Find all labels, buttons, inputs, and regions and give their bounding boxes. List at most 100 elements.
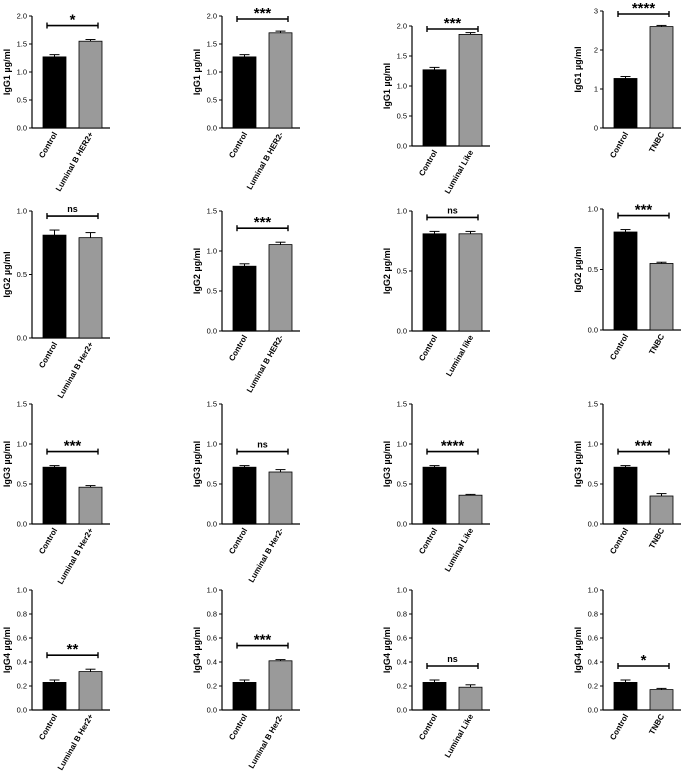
significance-label: *** — [254, 632, 272, 649]
y-tick-label: 0.8 — [17, 610, 27, 619]
category-label: Luminal Like — [443, 526, 476, 573]
bar-case — [458, 34, 483, 147]
bar-control — [42, 466, 67, 525]
y-tick-label: 0.6 — [207, 634, 217, 643]
bar-case — [458, 686, 483, 711]
y-tick-label: 0.5 — [397, 112, 407, 121]
significance-label: *** — [444, 15, 462, 32]
category-label: Control — [608, 131, 630, 160]
y-tick-label: 1.0 — [207, 247, 217, 256]
category-label: Luminal Like — [443, 148, 476, 195]
bar-control — [613, 466, 638, 525]
y-tick-label: 0.0 — [397, 520, 407, 529]
y-tick-label: 1.0 — [397, 586, 407, 595]
category-label: Luminal like — [444, 333, 475, 378]
category-label: TNBC — [647, 130, 666, 154]
y-tick-label: 0.6 — [588, 634, 598, 643]
y-tick-label: 0.4 — [588, 658, 598, 667]
chart-panel: 0 1 2 3 IgG1 µg/ml Control TNBC **** — [573, 0, 681, 160]
chart-panel: 0.0 0.5 1.0 1.5 IgG3 µg/ml Control TNBC *** — [573, 400, 681, 556]
y-tick-label: 2.0 — [17, 12, 27, 21]
y-tick-label: 0.0 — [588, 706, 598, 715]
bar-control — [42, 234, 67, 339]
y-axis-label: IgG3 µg/ml — [2, 441, 12, 487]
y-tick-label: 0.2 — [588, 682, 598, 691]
chart-panel: 0.0 0.5 1.0 IgG2 µg/ml Control Luminal like ns — [382, 205, 490, 378]
y-tick-label: 1.0 — [207, 586, 217, 595]
y-tick-label: 0.0 — [17, 334, 27, 343]
bar-case — [458, 233, 483, 332]
bar-case — [78, 671, 103, 711]
bar-case — [458, 494, 483, 525]
y-tick-label: 0.5 — [588, 265, 598, 274]
chart-panel: 0.0 0.5 1.0 1.5 IgG3 µg/ml Control Luminal Lik… — [382, 400, 490, 573]
y-tick-label: 1.0 — [207, 440, 217, 449]
bar-control — [42, 56, 67, 129]
y-axis-label: IgG3 µg/ml — [573, 441, 583, 487]
y-tick-label: 1.0 — [17, 207, 27, 216]
y-tick-label: 0.8 — [207, 610, 217, 619]
bar-control — [232, 682, 257, 711]
y-tick-label: 1.0 — [17, 440, 27, 449]
bar-control — [42, 682, 67, 711]
y-tick-label: 0.5 — [207, 287, 217, 296]
y-axis-label: IgG1 µg/ml — [2, 49, 12, 95]
significance-label: *** — [254, 214, 272, 231]
y-tick-label: 0.2 — [17, 682, 27, 691]
bar-case — [268, 32, 293, 129]
y-tick-label: 0.6 — [17, 634, 27, 643]
y-tick-label: 1.0 — [207, 68, 217, 77]
y-tick-label: 0.5 — [17, 480, 27, 489]
bar-control — [613, 231, 638, 331]
category-label: Control — [37, 527, 59, 556]
significance-label: *** — [635, 202, 653, 219]
bar-control — [422, 682, 447, 711]
y-tick-label: 1.0 — [588, 205, 598, 214]
significance-label: **** — [632, 0, 656, 17]
y-tick-label: 0.5 — [588, 480, 598, 489]
bar-control — [422, 466, 447, 525]
y-tick-label: 0.8 — [397, 610, 407, 619]
y-tick-label: 1.0 — [17, 586, 27, 595]
y-tick-label: 0.0 — [17, 520, 27, 529]
y-tick-label: 1.0 — [397, 440, 407, 449]
y-tick-label: 0.5 — [207, 96, 217, 105]
chart-panel: 0.0 0.2 0.4 0.6 0.8 1.0 IgG4 µg/ml Control TNBC * — [573, 586, 681, 742]
y-tick-label: 2.0 — [397, 22, 407, 31]
bar-control — [422, 69, 447, 147]
y-tick-label: 1.5 — [588, 400, 598, 409]
category-label: Luminal B Her2+ — [56, 526, 96, 586]
bar-control — [232, 265, 257, 332]
y-tick-label: 1.5 — [397, 400, 407, 409]
y-tick-label: 0.0 — [207, 327, 217, 336]
chart-panel: 0.0 0.5 1.0 1.5 2.0 IgG1 µg/ml ControlLuminal … — [192, 5, 300, 191]
y-tick-label: 0.6 — [397, 634, 407, 643]
bar-case — [649, 689, 674, 711]
y-tick-label: 0.5 — [17, 96, 27, 105]
significance-label: ns — [447, 654, 458, 664]
significance-label: **** — [441, 438, 465, 455]
category-label: Control — [37, 713, 59, 742]
category-label: Luminal B Her2+ — [56, 712, 96, 772]
y-tick-label: 1 — [594, 85, 598, 94]
category-label: Luminal B Her2- — [247, 712, 286, 770]
y-tick-label: 1.5 — [17, 400, 27, 409]
bar-case — [268, 244, 293, 332]
category-label: Control — [227, 527, 249, 556]
y-tick-label: 0.2 — [207, 682, 217, 691]
category-label: TNBC — [647, 712, 666, 736]
y-tick-label: 0.0 — [588, 326, 598, 335]
y-axis-label: IgG2 µg/ml — [2, 251, 12, 297]
y-tick-label: 0.5 — [207, 480, 217, 489]
y-tick-label: 0.0 — [207, 706, 217, 715]
y-tick-label: 0.8 — [588, 610, 598, 619]
category-label: Control — [227, 334, 249, 363]
y-tick-label: 0.0 — [207, 124, 217, 133]
chart-panel: 0.0 0.5 1.0 1.5 2.0 IgG1 µg/ml ControlLuminal … — [2, 12, 110, 193]
y-tick-label: 1.0 — [588, 440, 598, 449]
significance-label: *** — [254, 5, 272, 22]
